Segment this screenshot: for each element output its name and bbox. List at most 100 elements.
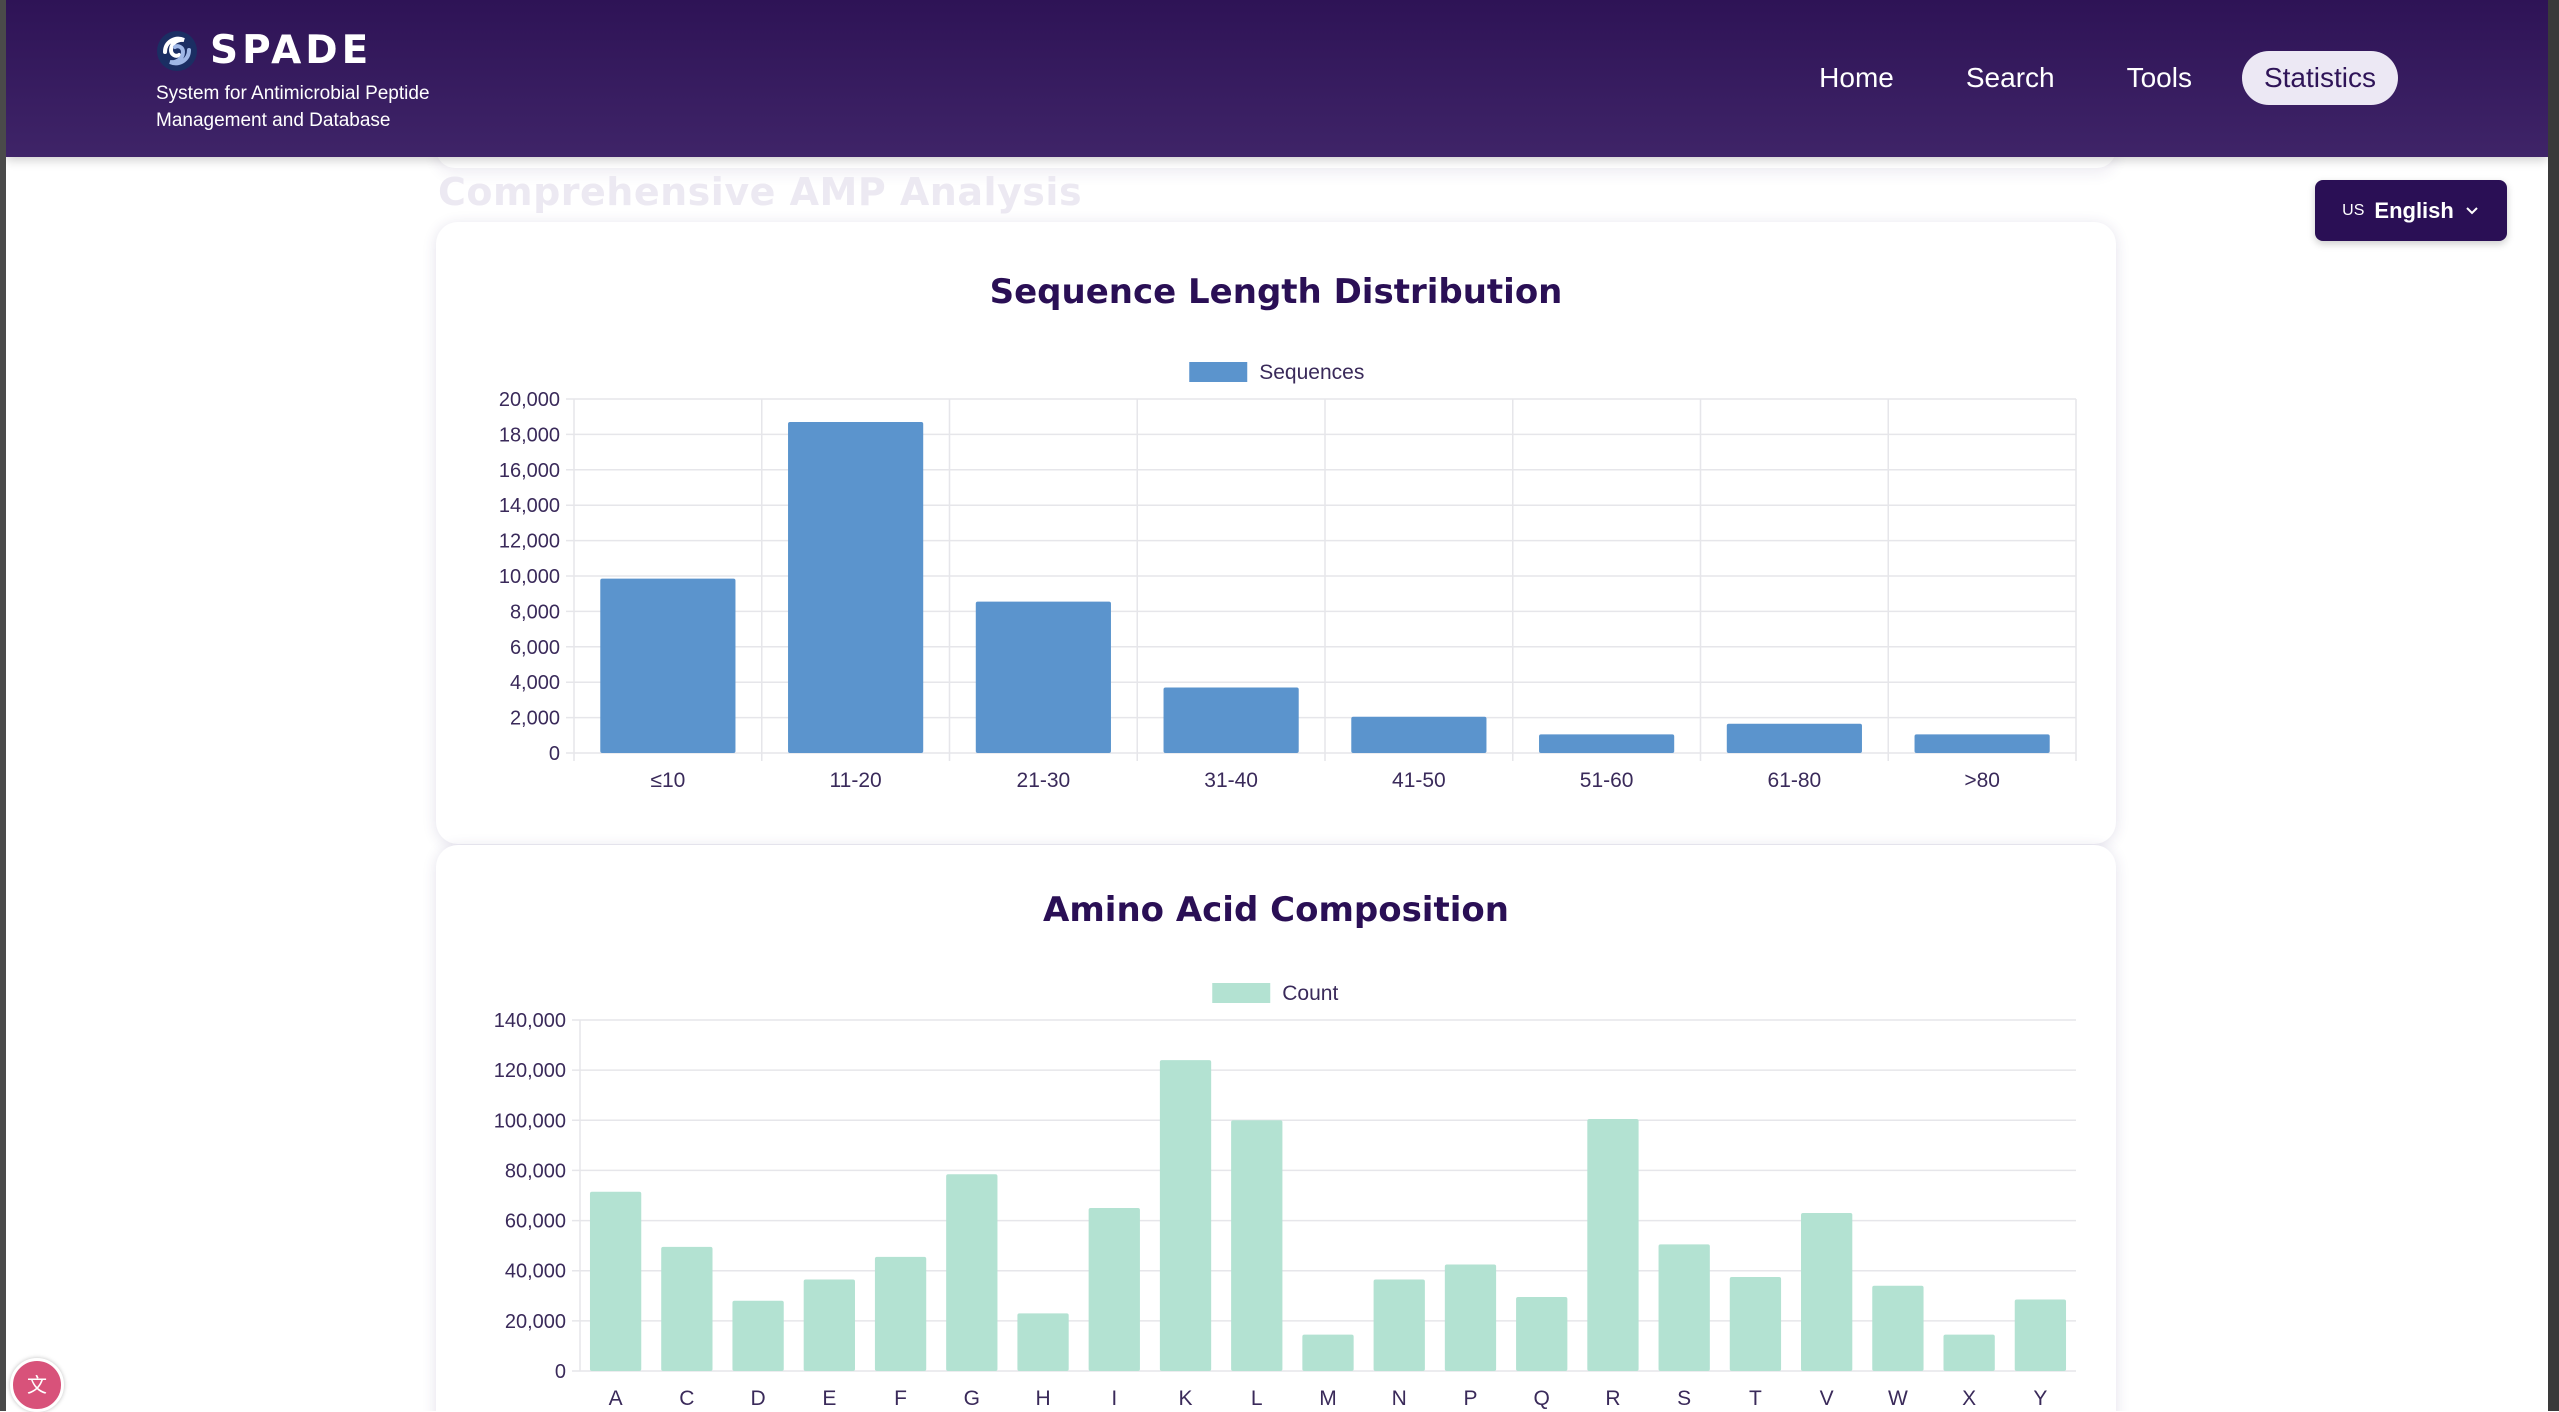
nav-home[interactable]: Home [1819, 62, 1894, 93]
logo-text: SPADE [210, 28, 373, 73]
x-tick-label: 61-80 [1768, 769, 1822, 792]
bar-F [874, 1256, 927, 1371]
x-tick-label: A [609, 1387, 623, 1410]
sequence-length-card: Sequence Length Distribution Sequences 20… [436, 222, 2116, 844]
nav-tools[interactable]: Tools [2126, 62, 2192, 93]
bar-Q [1516, 1297, 1568, 1371]
translate-icon[interactable]: 文 [10, 1358, 64, 1412]
y-tick-label: 100,000 [494, 1110, 566, 1132]
y-tick-label: 4,000 [510, 672, 560, 694]
section-heading: Comprehensive AMP Analysis [438, 170, 1083, 214]
bar-X [1943, 1334, 1995, 1371]
bar-A [589, 1191, 642, 1371]
bar-E [803, 1279, 855, 1371]
y-tick-label: 16,000 [499, 460, 560, 482]
bar-G [946, 1174, 998, 1371]
x-tick-label: 51-60 [1580, 769, 1634, 792]
y-tick-label: 0 [555, 1361, 566, 1383]
bar-V [1801, 1213, 1853, 1371]
bar-K [1159, 1060, 1212, 1371]
window-edge-left [0, 0, 6, 1411]
y-tick-label: 140,000 [494, 1010, 566, 1032]
bar-51-60 [1539, 734, 1675, 753]
amino-acid-card: Amino Acid Composition Count 140,000 120,0… [436, 845, 2116, 1411]
chevron-down-icon [2466, 206, 2478, 214]
x-tick-label: 41-50 [1392, 769, 1446, 792]
bar-Y [2014, 1299, 2067, 1371]
y-tick-label: 10,000 [499, 566, 560, 588]
bar-M [1302, 1334, 1354, 1371]
chart-legend: Sequences [1189, 361, 1364, 384]
x-tick-label: P [1463, 1387, 1477, 1410]
x-tick-label: G [964, 1387, 980, 1410]
y-tick-label: 2,000 [510, 708, 560, 730]
legend-label: Count [1282, 982, 1338, 1005]
x-tick-label: W [1888, 1387, 1908, 1410]
y-tick-label: 8,000 [510, 601, 560, 623]
chart-title: Amino Acid Composition [1043, 890, 1509, 930]
y-tick-label: 60,000 [505, 1211, 566, 1233]
x-tick-label: M [1319, 1387, 1337, 1410]
bar-P [1444, 1264, 1497, 1371]
y-tick-label: 14,000 [499, 495, 560, 517]
sequence-length-chart: Sequences 20,000 18,000 16,000 14,000 12,000 1… [499, 361, 2077, 792]
spade-logo-icon [157, 30, 197, 71]
bar-S [1658, 1244, 1710, 1371]
bar-R [1587, 1119, 1639, 1371]
y-tick-label: 6,000 [510, 637, 560, 659]
bar-D [732, 1300, 784, 1371]
site-header: SPADE System for Antimicrobial Peptide M… [6, 0, 2548, 157]
x-tick-label: ≤10 [650, 769, 685, 792]
x-tick-label: 31-40 [1204, 769, 1258, 792]
x-tick-label: V [1820, 1387, 1834, 1410]
chart-title: Sequence Length Distribution [989, 272, 1563, 312]
x-tick-label: C [679, 1387, 694, 1410]
bar-31-40 [1163, 687, 1299, 753]
y-tick-label: 80,000 [505, 1160, 566, 1182]
x-tick-label: F [894, 1387, 907, 1410]
legend-swatch [1212, 983, 1271, 1003]
chart-legend: Count [1212, 982, 1338, 1005]
x-tick-label: L [1251, 1387, 1263, 1410]
amino-acid-chart: Count 140,000 120,000 100,000 80,000 60,000 40… [494, 982, 2076, 1410]
y-tick-label: 20,000 [499, 389, 560, 411]
bar-W [1872, 1285, 1924, 1371]
x-tick-label: D [751, 1387, 766, 1410]
y-tick-label: 12,000 [499, 531, 560, 553]
bar-C [661, 1246, 713, 1371]
legend-swatch [1189, 362, 1248, 382]
x-tick-label: >80 [1964, 769, 2000, 792]
bar-21-30 [975, 601, 1111, 753]
y-tick-label: 40,000 [505, 1261, 566, 1283]
language-selector[interactable]: US English [2315, 180, 2507, 241]
language-label: English [2374, 197, 2454, 223]
x-tick-label: Q [1534, 1387, 1550, 1410]
bar-L [1231, 1120, 1283, 1371]
bar-≤10 [600, 578, 736, 753]
bar-N [1373, 1279, 1425, 1371]
main-nav: Home Search Tools Statistics [1797, 51, 2398, 105]
bar-11-20 [788, 422, 924, 753]
x-tick-label: H [1035, 1387, 1050, 1410]
nav-statistics[interactable]: Statistics [2241, 51, 2398, 105]
nav-search[interactable]: Search [1965, 62, 2055, 93]
bar-61-80 [1726, 723, 1862, 753]
y-tick-label: 120,000 [494, 1060, 566, 1082]
bar->80 [1914, 734, 2050, 753]
x-tick-label: 21-30 [1017, 769, 1071, 792]
x-tick-label: E [822, 1387, 836, 1410]
x-tick-label: S [1677, 1387, 1691, 1410]
y-tick-label: 20,000 [505, 1311, 566, 1333]
bar-T [1729, 1276, 1782, 1371]
y-tick-label: 0 [549, 743, 560, 765]
us-flag-icon: US [2342, 201, 2365, 219]
logo[interactable]: SPADE [156, 28, 372, 73]
tagline: System for Antimicrobial Peptide Managem… [156, 83, 430, 131]
x-tick-label: K [1179, 1387, 1193, 1410]
window-edge-right [2548, 0, 2559, 1411]
x-tick-label: N [1392, 1387, 1407, 1410]
x-tick-label: R [1605, 1387, 1620, 1410]
bar-I [1088, 1208, 1140, 1371]
y-tick-label: 18,000 [499, 424, 560, 446]
x-tick-label: Y [2033, 1387, 2047, 1410]
